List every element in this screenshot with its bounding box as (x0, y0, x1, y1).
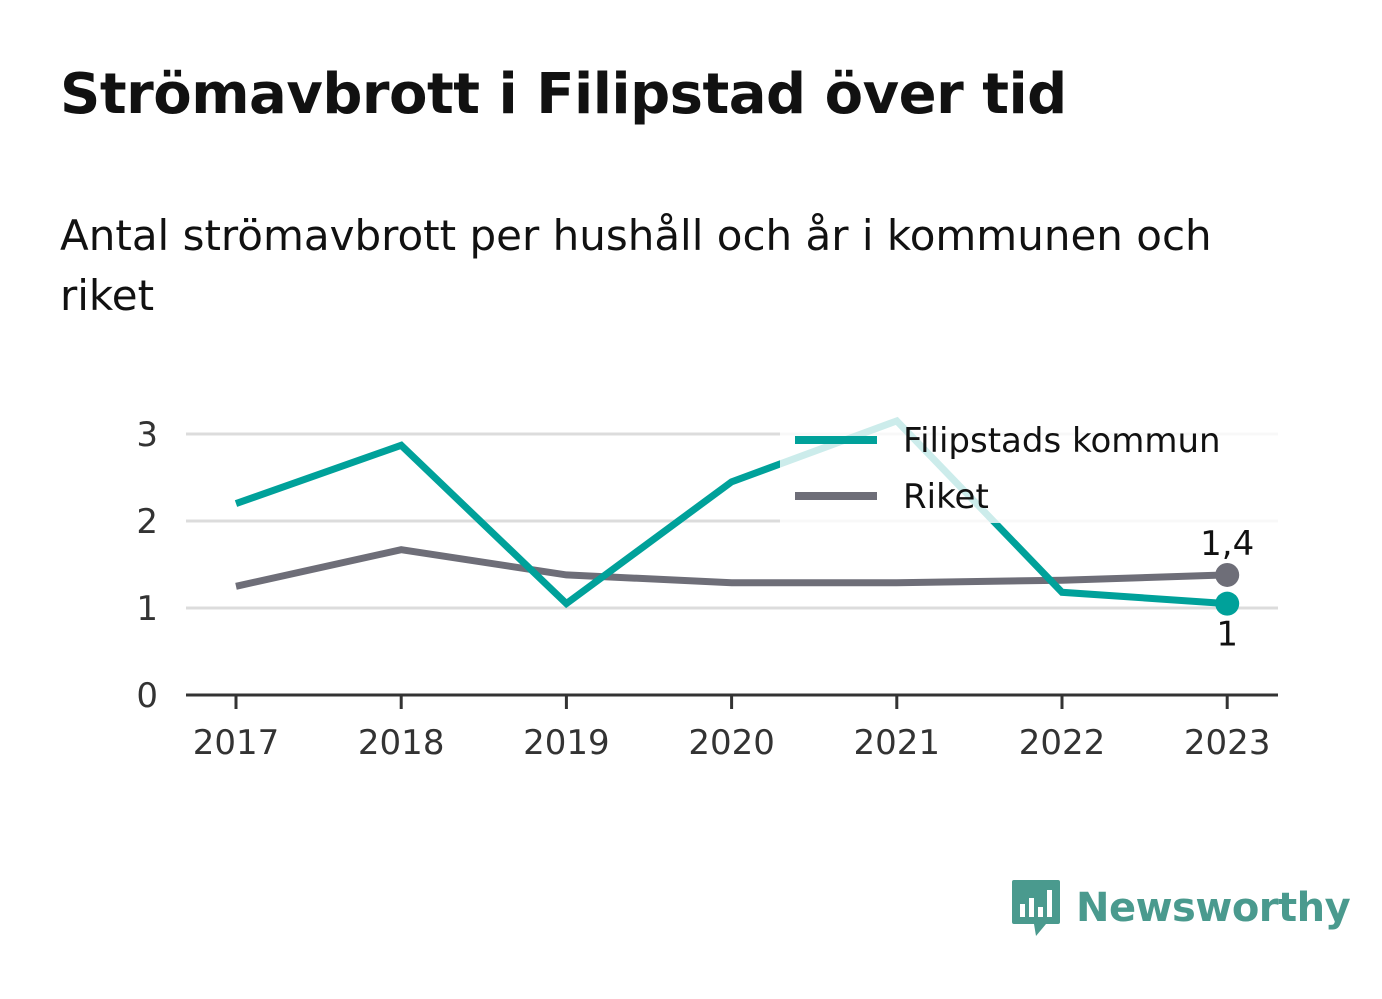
y-tick-label: 0 (136, 676, 158, 716)
newsworthy-logo-icon (1012, 880, 1060, 936)
x-tick-label: 2018 (358, 723, 445, 763)
newsworthy-logo: Newsworthy (1010, 878, 1351, 938)
x-tick-label: 2022 (1019, 723, 1106, 763)
x-axis-ticks: 2017 2018 2019 2020 2021 2022 2023 (193, 695, 1271, 763)
logo-text: Newsworthy (1076, 885, 1351, 931)
x-tick-label: 2020 (688, 723, 775, 763)
data-label-riket: 1,4 (1200, 524, 1254, 564)
legend: Filipstads kommun Riket (780, 405, 1280, 523)
y-tick-label: 3 (136, 415, 158, 455)
legend-label: Riket (903, 477, 989, 517)
data-label-kommun: 1 (1216, 615, 1238, 655)
x-tick-label: 2021 (854, 723, 941, 763)
chart-title: Strömavbrott i Filipstad över tid (60, 62, 1067, 127)
series-line-kommun (234, 416, 1228, 609)
end-points: 11,4 (1200, 524, 1254, 655)
y-tick-label: 2 (136, 502, 158, 542)
y-tick-label: 1 (136, 589, 158, 629)
x-tick-label: 2023 (1184, 723, 1271, 763)
legend-label: Filipstads kommun (903, 421, 1221, 461)
x-tick-label: 2017 (193, 723, 280, 763)
series-line-riket (235, 546, 1228, 590)
x-tick-label: 2019 (523, 723, 610, 763)
y-axis-ticks: 0 1 2 3 (136, 415, 158, 716)
chart-subtitle: Antal strömavbrott per hushåll och år i … (60, 211, 1212, 320)
legend-box (780, 405, 1280, 523)
end-point-riket (1215, 562, 1240, 587)
end-point-kommun (1215, 591, 1240, 616)
series-lines (234, 416, 1228, 609)
